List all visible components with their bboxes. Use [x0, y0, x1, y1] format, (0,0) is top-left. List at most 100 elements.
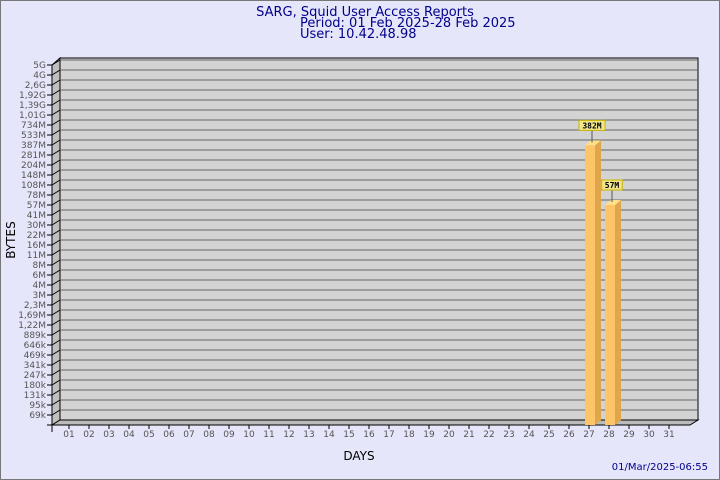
x-tick-label: 04	[123, 430, 135, 440]
y-tick-diagonal	[51, 139, 61, 146]
y-tick-label: 4M	[33, 281, 47, 291]
x-tick-label: 01	[63, 430, 74, 440]
y-tick-diagonal	[51, 339, 61, 346]
y-tick-diagonal	[51, 99, 61, 106]
y-tick-diagonal	[51, 169, 61, 176]
y-tick-label: 69k	[29, 411, 46, 421]
y-tick-diagonal	[51, 299, 61, 306]
y-tick-diagonal	[51, 119, 61, 126]
x-tick-label: 30	[643, 430, 655, 440]
y-tick-diagonal	[51, 289, 61, 296]
x-tick-label: 08	[203, 430, 215, 440]
x-tick-label: 05	[143, 430, 154, 440]
x-tick-label: 09	[223, 430, 235, 440]
y-tick-label: 2,3M	[24, 301, 46, 311]
y-tick-label: 22M	[27, 231, 46, 241]
y-tick-label: 5G	[33, 61, 46, 71]
bar-side-27	[595, 140, 601, 425]
y-tick-diagonal	[51, 109, 61, 116]
y-tick-diagonal	[51, 309, 61, 316]
y-axis-label: BYTES	[4, 221, 18, 258]
data-label-27: 382M	[582, 121, 601, 130]
x-tick-label: 14	[323, 430, 335, 440]
y-tick-label: 131k	[24, 391, 47, 401]
y-tick-diagonal	[51, 399, 61, 406]
y-tick-label: 204M	[21, 161, 46, 171]
x-tick-label: 29	[623, 430, 635, 440]
x-tick-label: 25	[543, 430, 554, 440]
y-tick-diagonal	[51, 329, 61, 336]
y-tick-label: 2,6G	[25, 81, 46, 91]
y-tick-label: 734M	[21, 121, 46, 131]
y-tick-diagonal	[51, 209, 61, 216]
y-tick-diagonal	[51, 389, 61, 396]
x-tick-label: 21	[463, 430, 474, 440]
y-tick-label: 148M	[21, 171, 46, 181]
y-tick-diagonal	[51, 229, 61, 236]
y-tick-diagonal	[51, 259, 61, 266]
bar-top-27	[585, 140, 601, 146]
y-tick-diagonal	[51, 59, 61, 66]
y-tick-label: 1,22M	[18, 321, 46, 331]
y-tick-diagonal	[51, 69, 61, 76]
x-tick-label: 06	[163, 430, 175, 440]
y-tick-label: 533M	[21, 131, 46, 141]
x-tick-label: 12	[283, 430, 294, 440]
y-tick-label: 889k	[24, 331, 47, 341]
y-tick-label: 1,69M	[18, 311, 46, 321]
y-tick-label: 469k	[24, 351, 47, 361]
y-tick-label: 4G	[33, 71, 46, 81]
bar-top-28	[605, 200, 621, 205]
x-tick-label: 20	[443, 430, 455, 440]
chart-subtitle-period: Period: 01 Feb 2025-28 Feb 2025	[300, 16, 516, 31]
x-tick-label: 11	[263, 430, 274, 440]
data-label-box	[601, 179, 623, 191]
y-tick-label: 180k	[24, 381, 47, 391]
y-tick-diagonal	[51, 149, 61, 156]
x-tick-label: 26	[563, 430, 575, 440]
plot-back-wall	[59, 57, 699, 421]
x-tick-label: 19	[423, 430, 435, 440]
y-tick-label: 30M	[27, 221, 46, 231]
y-tick-diagonal	[51, 159, 61, 166]
y-tick-diagonal	[51, 199, 61, 206]
y-tick-diagonal	[51, 349, 61, 356]
y-tick-diagonal	[51, 219, 61, 226]
y-tick-label: 1,92G	[19, 91, 46, 101]
x-axis-label: DAYS	[343, 449, 374, 463]
y-tick-diagonal	[51, 269, 61, 276]
x-tick-label: 17	[383, 430, 394, 440]
y-tick-label: 16M	[27, 241, 46, 251]
x-tick-label: 03	[103, 430, 114, 440]
y-tick-diagonal	[51, 319, 61, 326]
y-tick-diagonal	[51, 369, 61, 376]
x-tick-label: 31	[663, 430, 674, 440]
y-tick-label: 95k	[29, 401, 46, 411]
x-tick-label: 13	[303, 430, 314, 440]
generated-timestamp: 01/Mar/2025-06:55	[612, 462, 708, 473]
y-tick-label: 3M	[33, 291, 47, 301]
x-tick-label: 07	[183, 430, 194, 440]
data-label-28: 57M	[605, 181, 620, 190]
y-tick-label: 11M	[27, 251, 46, 261]
y-tick-label: 41M	[27, 211, 46, 221]
x-tick-label: 02	[83, 430, 94, 440]
y-tick-diagonal	[51, 129, 61, 136]
bar-28	[605, 205, 615, 425]
x-tick-label: 18	[403, 430, 415, 440]
chart-subtitle-user: User: 10.42.48.98	[300, 27, 416, 42]
y-tick-label: 247k	[24, 371, 47, 381]
y-tick-diagonal	[51, 79, 61, 86]
y-tick-label: 57M	[27, 201, 46, 211]
y-tick-label: 646k	[24, 341, 47, 351]
y-tick-label: 6M	[33, 271, 47, 281]
y-tick-label: 108M	[21, 181, 46, 191]
y-tick-diagonal	[51, 189, 61, 196]
bar-27	[585, 145, 595, 425]
x-tick-label: 10	[243, 430, 255, 440]
x-tick-label: 28	[603, 430, 615, 440]
x-tick-label: 27	[583, 430, 594, 440]
bar-side-28	[615, 200, 621, 425]
y-tick-diagonal	[51, 249, 61, 256]
